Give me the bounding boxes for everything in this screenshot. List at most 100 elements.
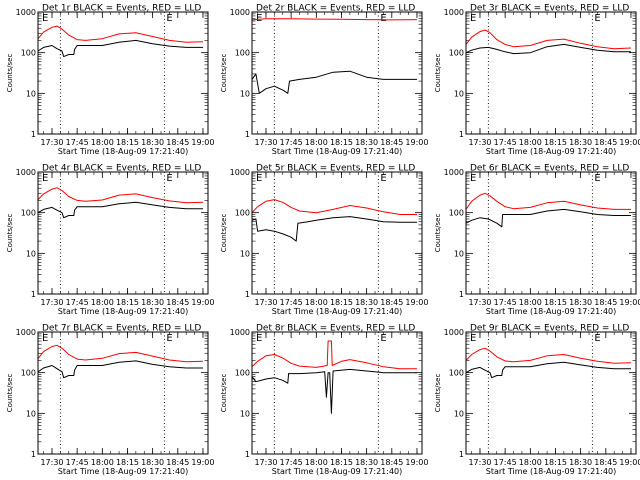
- x-tick-label: 18:15: [330, 138, 353, 147]
- y-axis-label: Counts/sec: [220, 54, 228, 93]
- x-tick-label: 18:45: [594, 458, 617, 467]
- x-axis-label: Start Time (18-Aug-09 17:21:40): [272, 147, 403, 156]
- detector-8-panel: Det 8r BLACK = Events, RED = LLD Counts/s…: [220, 324, 428, 477]
- x-tick-label: 18:30: [569, 298, 592, 307]
- y-axis-label: Counts/sec: [434, 54, 442, 93]
- corner-mark: E: [166, 13, 172, 24]
- events-series-line: [465, 208, 631, 228]
- detector-9-panel: Det 9r BLACK = Events, RED = LLD Counts/s…: [434, 324, 640, 477]
- x-axis-label: Start Time (18-Aug-09 17:21:40): [272, 307, 403, 316]
- corner-mark: E: [256, 173, 262, 184]
- corner-mark: E: [470, 13, 476, 24]
- corner-mark: E: [594, 13, 600, 24]
- corner-mark: E: [42, 333, 48, 344]
- y-tick-label: 100: [449, 369, 464, 378]
- chart-title: Det 9r BLACK = Events, RED = LLD: [470, 324, 629, 334]
- detector-4-panel: Det 4r BLACK = Events, RED = LLD Counts/s…: [6, 164, 214, 317]
- x-tick-label: 18:15: [544, 138, 567, 147]
- x-tick-label: 17:30: [254, 458, 277, 467]
- x-tick-label: 18:15: [116, 458, 139, 467]
- y-tick-label: 1000: [230, 328, 250, 337]
- x-tick-label: 17:45: [280, 458, 303, 467]
- y-tick-label: 1: [459, 290, 464, 299]
- x-tick-label: 18:45: [166, 298, 189, 307]
- x-tick-label: 19:00: [619, 138, 640, 147]
- y-tick-label: 1000: [16, 8, 36, 17]
- y-tick-label: 1000: [16, 168, 36, 177]
- detector-7-panel: Det 7r BLACK = Events, RED = LLD Counts/s…: [6, 324, 214, 477]
- x-tick-label: 17:45: [494, 298, 517, 307]
- x-tick-label: 17:30: [40, 458, 63, 467]
- x-axis-label: Start Time (18-Aug-09 17:21:40): [486, 467, 617, 476]
- lld-series-line: [251, 18, 418, 21]
- x-tick-label: 19:00: [619, 298, 640, 307]
- y-tick-label: 10: [240, 409, 250, 418]
- y-tick-label: 1: [459, 450, 464, 459]
- corner-mark: E: [256, 13, 262, 24]
- y-tick-label: 100: [449, 209, 464, 218]
- y-axis-label: Counts/sec: [220, 374, 228, 413]
- x-tick-label: 18:30: [355, 138, 378, 147]
- y-tick-label: 1: [245, 130, 250, 139]
- x-tick-label: 18:00: [91, 138, 114, 147]
- x-tick-label: 17:45: [66, 298, 89, 307]
- detector-5-panel: Det 5r BLACK = Events, RED = LLD Counts/s…: [220, 164, 428, 317]
- chart-title: Det 4r BLACK = Events, RED = LLD: [42, 164, 201, 174]
- events-series-line: [37, 360, 203, 379]
- events-series-line: [251, 70, 417, 94]
- y-tick-label: 1000: [444, 8, 464, 17]
- y-tick-label: 1: [245, 290, 250, 299]
- x-tick-label: 18:15: [116, 138, 139, 147]
- x-tick-label: 17:30: [254, 298, 277, 307]
- x-tick-label: 18:00: [519, 458, 542, 467]
- plot-frame: [251, 331, 423, 455]
- chart-title: Det 5r BLACK = Events, RED = LLD: [256, 164, 415, 174]
- x-tick-label: 17:30: [468, 298, 491, 307]
- x-tick-label: 17:45: [66, 458, 89, 467]
- x-tick-label: 18:45: [380, 138, 403, 147]
- x-tick-label: 17:45: [494, 138, 517, 147]
- x-tick-label: 18:30: [355, 458, 378, 467]
- x-tick-label: 18:00: [519, 138, 542, 147]
- lld-series-line: [37, 25, 204, 43]
- y-tick-label: 10: [26, 409, 36, 418]
- y-tick-label: 1000: [230, 168, 250, 177]
- x-tick-label: 18:30: [141, 458, 164, 467]
- x-tick-label: 17:30: [468, 458, 491, 467]
- plot-frame: [251, 11, 423, 135]
- corner-mark: E: [594, 173, 600, 184]
- y-tick-label: 100: [235, 49, 250, 58]
- x-tick-label: 18:45: [380, 458, 403, 467]
- y-tick-label: 100: [449, 49, 464, 58]
- y-tick-label: 1000: [444, 168, 464, 177]
- y-axis-label: Counts/sec: [220, 214, 228, 253]
- detector-3-panel: Det 3r BLACK = Events, RED = LLD Counts/s…: [434, 4, 640, 157]
- x-tick-label: 17:45: [494, 458, 517, 467]
- x-axis-label: Start Time (18-Aug-09 17:21:40): [486, 147, 617, 156]
- x-axis-label: Start Time (18-Aug-09 17:21:40): [58, 467, 189, 476]
- x-tick-label: 18:15: [330, 458, 353, 467]
- y-tick-label: 1000: [16, 328, 36, 337]
- events-series-line: [465, 361, 631, 379]
- plot-frame: [465, 331, 637, 455]
- x-tick-label: 18:15: [330, 298, 353, 307]
- events-series-line: [37, 201, 203, 219]
- corner-mark: E: [470, 333, 476, 344]
- lld-series-line: [465, 347, 632, 364]
- y-tick-label: 10: [454, 89, 464, 98]
- chart-title: Det 2r BLACK = Events, RED = LLD: [256, 4, 415, 14]
- y-tick-label: 100: [21, 49, 36, 58]
- x-tick-label: 18:30: [355, 298, 378, 307]
- x-tick-label: 19:00: [191, 138, 214, 147]
- events-series-line: [251, 368, 417, 414]
- corner-mark: E: [380, 173, 386, 184]
- x-axis-label: Start Time (18-Aug-09 17:21:40): [58, 307, 189, 316]
- x-tick-label: 19:00: [405, 138, 428, 147]
- y-axis-label: Counts/sec: [6, 374, 14, 413]
- corner-mark: E: [380, 333, 386, 344]
- x-axis-label: Start Time (18-Aug-09 17:21:40): [486, 307, 617, 316]
- plot-frame: [251, 171, 423, 295]
- x-tick-label: 18:00: [91, 458, 114, 467]
- x-tick-label: 19:00: [191, 298, 214, 307]
